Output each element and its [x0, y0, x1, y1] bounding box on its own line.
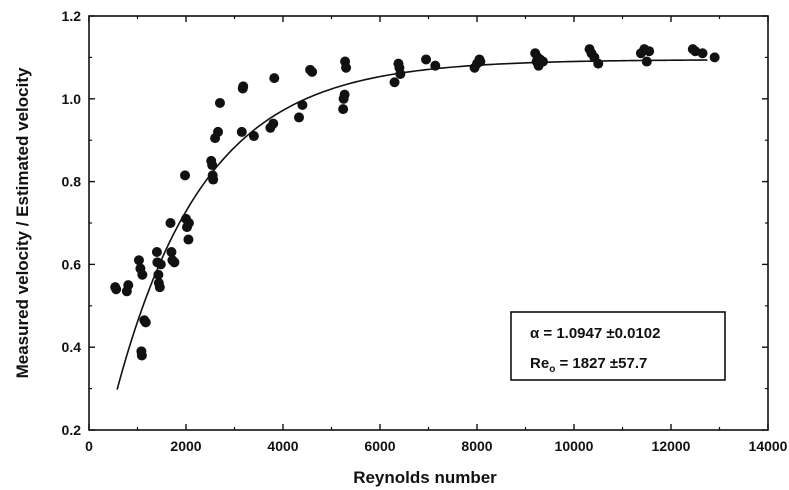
data-point: [248, 131, 259, 142]
data-point: [137, 269, 148, 280]
y-tick-label: 1.2: [62, 8, 82, 24]
data-point: [111, 284, 122, 295]
re0-parameter-prefix: Re: [530, 355, 549, 372]
data-point: [339, 89, 350, 100]
data-point: [136, 350, 147, 361]
data-point: [269, 73, 280, 84]
y-axis-title: Measured velocity / Estimated velocity: [13, 67, 32, 378]
data-point: [180, 170, 191, 181]
data-point: [140, 317, 151, 328]
y-tick-label: 0.2: [62, 422, 82, 438]
x-tick-label: 10000: [555, 438, 594, 454]
data-points: [110, 44, 720, 361]
data-point: [389, 77, 400, 88]
data-point: [236, 126, 247, 137]
axis-ticks: [88, 15, 769, 431]
x-tick-label: 2000: [170, 438, 201, 454]
y-tick-label: 1.0: [62, 91, 82, 107]
data-point: [644, 46, 655, 57]
data-point: [297, 100, 308, 111]
data-point: [430, 60, 441, 71]
data-point: [153, 269, 164, 280]
y-tick-label: 0.4: [62, 339, 82, 355]
data-point: [421, 54, 432, 65]
y-tick-label: 0.8: [62, 174, 82, 190]
data-point: [709, 52, 720, 63]
data-point: [133, 255, 144, 266]
y-tick-labels: 0.2 0.4 0.6 0.8 1.0 1.2: [62, 8, 82, 438]
x-axis-title: Reynolds number: [353, 468, 497, 487]
data-point: [338, 104, 349, 115]
data-point: [208, 174, 219, 185]
x-tick-label: 4000: [267, 438, 298, 454]
data-point: [155, 259, 166, 270]
re0-parameter: Reo = 1827 ±57.7: [530, 355, 647, 375]
data-point: [207, 160, 218, 171]
x-tick-labels: 0 2000 4000 6000 8000 10000 12000 14000: [85, 438, 788, 454]
data-point: [214, 97, 225, 108]
data-point: [183, 218, 194, 228]
data-point: [641, 56, 652, 67]
x-tick-label: 12000: [652, 438, 691, 454]
data-point: [294, 112, 304, 123]
x-tick-label: 14000: [749, 438, 788, 454]
x-tick-label: 6000: [364, 438, 395, 454]
data-point: [213, 126, 224, 137]
data-point: [307, 66, 318, 77]
data-point: [341, 62, 352, 73]
data-point: [238, 81, 249, 92]
alpha-parameter: α = 1.0947 ±0.0102: [530, 325, 660, 342]
data-point: [165, 218, 176, 228]
fit-parameter-box: α = 1.0947 ±0.0102 Reo = 1827 ±57.7: [510, 311, 726, 381]
re0-parameter-value: = 1827 ±57.7: [555, 355, 647, 372]
data-point: [593, 58, 604, 69]
data-point: [537, 56, 548, 67]
x-tick-label: 0: [85, 438, 93, 454]
data-point: [166, 246, 177, 257]
data-point: [395, 68, 406, 79]
data-point: [169, 257, 180, 268]
y-tick-label: 0.6: [62, 256, 82, 272]
data-point: [268, 118, 279, 129]
data-point: [123, 280, 134, 291]
data-point: [151, 246, 162, 257]
re0-parameter-subscript: o: [549, 364, 555, 375]
x-tick-label: 8000: [461, 438, 492, 454]
data-point: [183, 234, 194, 245]
fit-parameter-box-border: [510, 311, 726, 381]
data-point: [475, 56, 486, 67]
data-point: [154, 282, 165, 293]
data-point: [697, 48, 708, 59]
